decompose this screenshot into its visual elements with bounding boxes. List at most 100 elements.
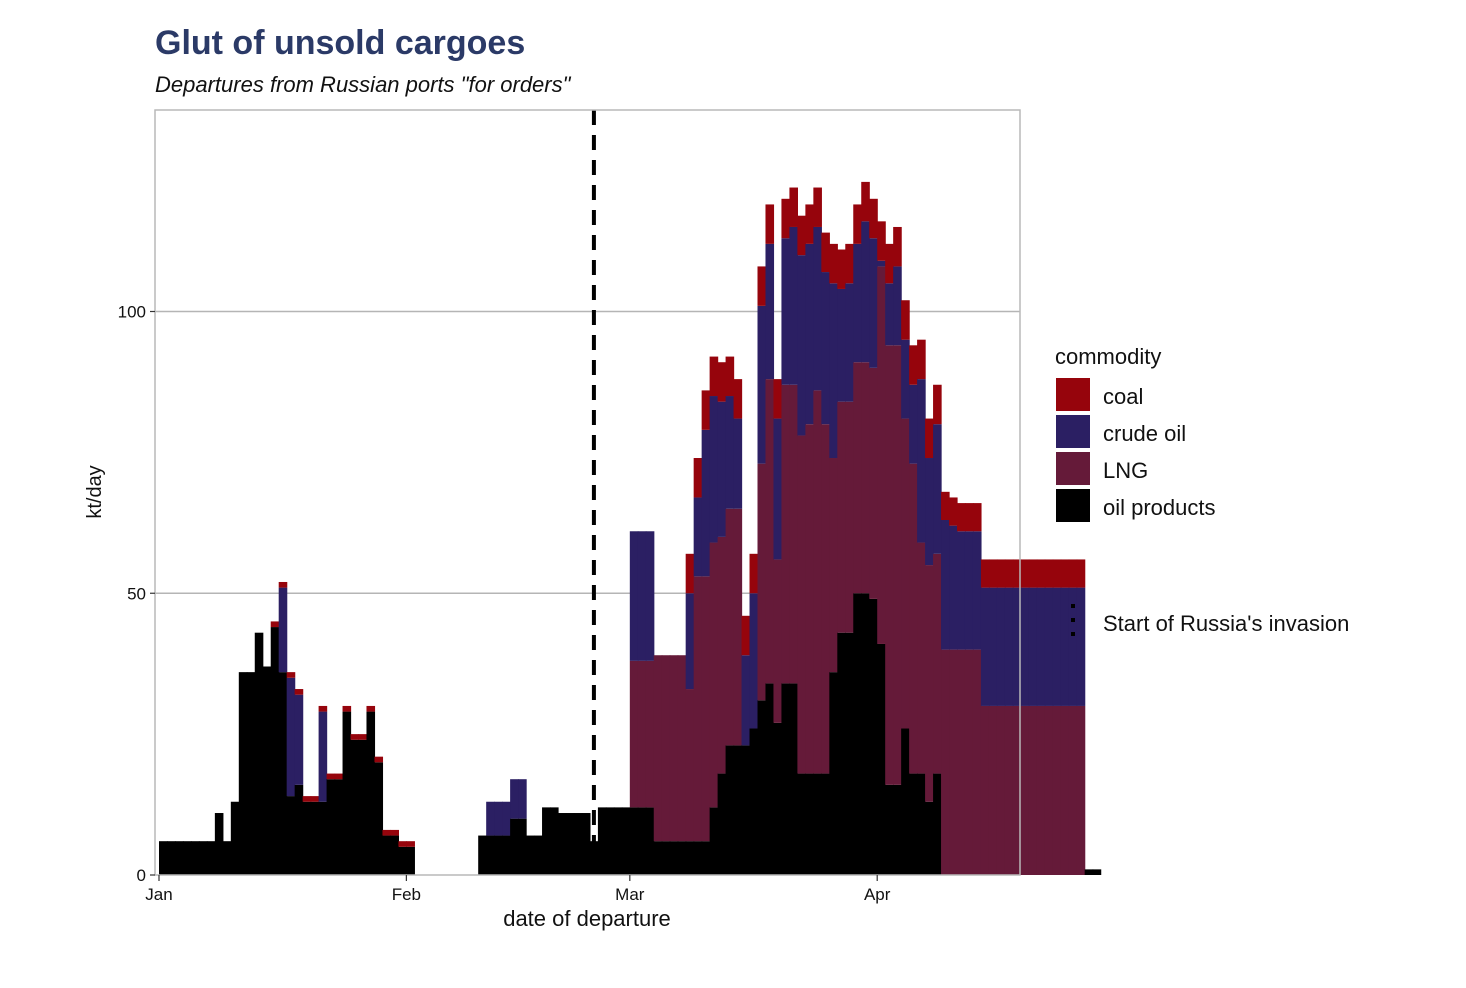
bar-LNG	[629, 660, 639, 808]
bar-oil-products	[693, 841, 703, 875]
bar-LNG	[885, 345, 894, 785]
bar-crude-oil	[510, 779, 519, 819]
bar-coal	[797, 215, 806, 256]
bar-oil-products	[917, 773, 926, 875]
bar-LNG	[957, 649, 966, 875]
bar-LNG	[909, 463, 918, 774]
bar-oil-products	[502, 835, 511, 875]
bar-coal	[342, 705, 352, 712]
bar-LNG	[988, 705, 998, 875]
bar-crude-oil	[893, 266, 902, 346]
bar-LNG	[797, 435, 806, 774]
bar-coal	[853, 204, 862, 244]
bar-coal	[964, 503, 974, 532]
bar-oil-products	[749, 728, 759, 875]
bar-crude-oil	[1060, 587, 1070, 706]
bar-coal	[917, 339, 926, 380]
bar-oil-products	[486, 835, 495, 875]
chart-title: Glut of unsold cargoes	[155, 24, 526, 62]
bar-LNG	[693, 576, 703, 842]
bar-coal	[988, 559, 998, 588]
bar-LNG	[781, 384, 791, 684]
bar-oil-products	[645, 807, 655, 875]
legend-label: LNG	[1103, 458, 1148, 483]
bar-oil-products	[342, 711, 352, 875]
bar-oil-products	[621, 807, 631, 875]
bar-coal	[406, 841, 415, 847]
bar-LNG	[893, 345, 902, 785]
bar-oil-products	[302, 801, 312, 875]
bar-oil-products	[222, 841, 232, 875]
bar-crude-oil	[885, 283, 894, 346]
bar-oil-products	[765, 683, 775, 875]
bar-oil-products	[254, 632, 264, 875]
bar-crude-oil	[925, 458, 934, 566]
bar-LNG	[837, 401, 846, 633]
bar-oil-products	[813, 773, 822, 875]
bar-coal	[685, 553, 695, 594]
bar-oil-products	[230, 801, 240, 875]
bar-coal	[1020, 559, 1030, 588]
bar-LNG	[949, 649, 958, 875]
bar-oil-products	[294, 784, 304, 875]
bar-coal	[885, 243, 894, 284]
bar-LNG	[653, 655, 663, 842]
bar-crude-oil	[861, 221, 870, 363]
legend-label: coal	[1103, 384, 1143, 409]
bars-layer	[159, 181, 1102, 875]
bar-oil-products	[933, 773, 942, 875]
bar-coal	[1012, 559, 1022, 588]
bar-crude-oil	[980, 587, 990, 706]
bar-oil-products	[198, 841, 208, 875]
bar-LNG	[701, 576, 711, 842]
bar-oil-products	[877, 643, 886, 875]
bar-coal	[382, 829, 392, 836]
bar-crude-oil	[941, 519, 950, 650]
bar-LNG	[685, 689, 695, 842]
bar-oil-products	[669, 841, 679, 875]
bar-LNG	[861, 362, 870, 594]
bar-crude-oil	[1068, 587, 1078, 706]
legend-title: commodity	[1055, 344, 1161, 369]
bar-crude-oil	[933, 424, 942, 554]
bar-oil-products	[270, 627, 280, 875]
bar-oil-products	[717, 773, 727, 875]
bar-coal	[1068, 559, 1078, 588]
bar-coal	[1004, 559, 1014, 588]
y-axis-label: kt/day	[84, 465, 106, 518]
bar-LNG	[941, 649, 950, 875]
bar-crude-oil	[813, 226, 822, 391]
bar-crude-oil	[1044, 587, 1054, 706]
bar-oil-products	[526, 835, 535, 875]
bar-oil-products	[853, 593, 862, 875]
bar-coal	[781, 198, 791, 239]
bar-oil-products	[605, 807, 615, 875]
bar-coal	[1044, 559, 1054, 588]
bar-oil-products	[733, 745, 743, 875]
bar-LNG	[1060, 705, 1070, 875]
bar-LNG	[709, 542, 719, 808]
bar-crude-oil	[821, 272, 830, 425]
bar-crude-oil	[725, 396, 735, 509]
bar-crude-oil	[486, 801, 495, 836]
bar-crude-oil	[1036, 587, 1046, 706]
bar-oil-products	[677, 841, 687, 875]
bar-LNG	[853, 362, 862, 594]
bar-oil-products	[542, 807, 551, 875]
legend-swatch-oil-products	[1056, 489, 1090, 522]
bar-LNG	[1068, 705, 1078, 875]
bar-LNG	[669, 655, 679, 842]
x-tick-label: Feb	[392, 885, 421, 904]
bar-coal	[980, 559, 990, 588]
legend-swatch-coal	[1056, 378, 1090, 411]
bar-coal	[1036, 559, 1046, 588]
bar-LNG	[1036, 705, 1046, 875]
bar-oil-products	[159, 841, 168, 875]
bar-coal	[821, 232, 830, 273]
bar-crude-oil	[1076, 587, 1086, 706]
bar-oil-products	[182, 841, 192, 875]
x-tick-label: Jan	[145, 885, 172, 904]
chart-subtitle: Departures from Russian ports "for order…	[155, 72, 571, 97]
bar-crude-oil	[1052, 587, 1062, 706]
bar-coal	[725, 356, 735, 397]
